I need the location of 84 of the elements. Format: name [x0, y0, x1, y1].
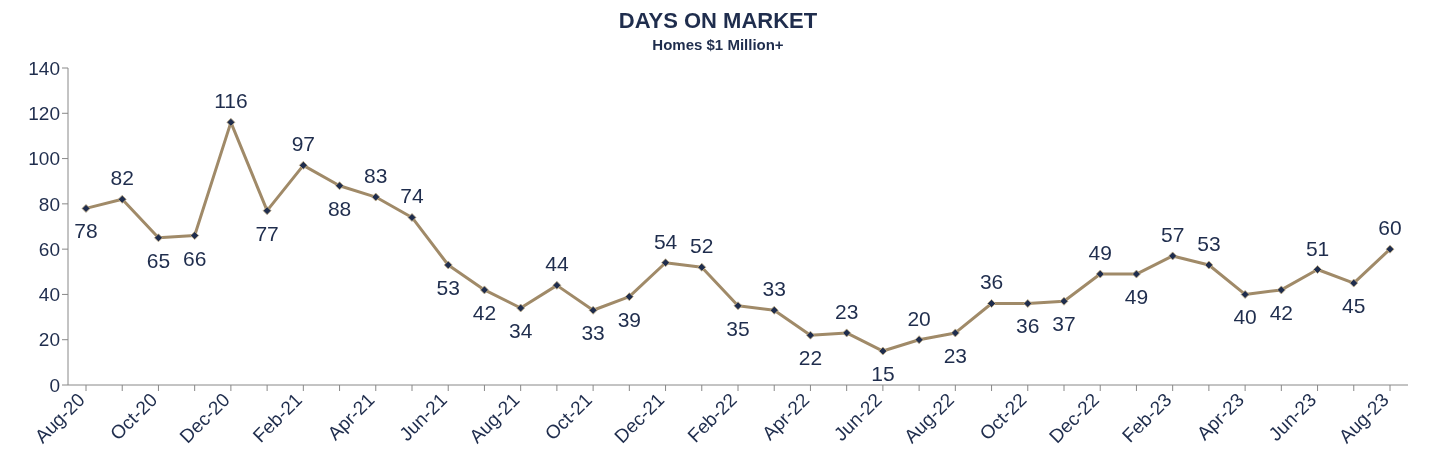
- data-label: 54: [653, 229, 678, 253]
- data-label: 35: [726, 316, 750, 340]
- data-label: 36: [1016, 314, 1040, 338]
- data-label: 34: [508, 319, 533, 343]
- data-label: 49: [1088, 241, 1112, 265]
- y-tick-label: 120: [28, 103, 60, 125]
- data-label: 40: [1233, 305, 1257, 329]
- data-label: 42: [472, 300, 497, 324]
- point: [987, 299, 996, 308]
- point: [407, 213, 417, 222]
- data-label: 74: [400, 184, 424, 208]
- point: [81, 203, 91, 213]
- data-label: 66: [182, 246, 207, 270]
- point: [262, 206, 272, 216]
- data-label: 22: [798, 346, 823, 370]
- point: [1168, 251, 1178, 261]
- point: [878, 346, 888, 356]
- point: [1023, 299, 1033, 308]
- data-label: 36: [979, 270, 1004, 294]
- data-label: 57: [1160, 222, 1185, 246]
- point: [1385, 244, 1395, 254]
- point: [697, 262, 707, 272]
- data-label: 39: [617, 307, 642, 331]
- data-label: 97: [291, 132, 316, 156]
- point: [516, 303, 526, 313]
- point: [298, 160, 308, 170]
- y-tick-label: 20: [38, 329, 60, 351]
- data-label: 82: [110, 166, 134, 190]
- data-label: 44: [545, 252, 569, 276]
- y-tick-label: 80: [38, 193, 60, 215]
- point: [480, 285, 489, 295]
- data-label: 37: [1052, 312, 1076, 336]
- point: [1349, 278, 1359, 288]
- data-label: 88: [327, 196, 352, 220]
- chart-subtitle: Homes $1 Million+: [651, 36, 785, 53]
- point: [588, 305, 598, 315]
- data-label: 53: [436, 275, 460, 299]
- point: [733, 301, 743, 311]
- point: [443, 260, 453, 270]
- point: [806, 330, 815, 340]
- point: [1204, 260, 1214, 270]
- y-tick-label: 0: [49, 374, 60, 396]
- point: [117, 194, 127, 204]
- data-label: 20: [907, 306, 931, 330]
- point: [552, 280, 562, 290]
- point: [769, 305, 779, 315]
- point: [624, 292, 634, 302]
- point: [1276, 285, 1286, 295]
- data-label: 60: [1378, 216, 1402, 240]
- point: [1240, 290, 1250, 299]
- data-label: 49: [1124, 285, 1149, 309]
- data-label: 52: [690, 234, 714, 258]
- data-label: 23: [943, 343, 968, 367]
- data-label: 15: [871, 362, 895, 386]
- point: [371, 192, 381, 202]
- point: [154, 233, 163, 243]
- point: [661, 258, 670, 268]
- point: [1132, 269, 1141, 279]
- data-label: 33: [581, 321, 605, 345]
- data-label: 65: [146, 248, 171, 272]
- point: [842, 328, 852, 338]
- data-label: 51: [1305, 236, 1330, 260]
- data-label: 83: [364, 164, 388, 188]
- point: [190, 231, 200, 240]
- chart-title: DAYS ON MARKET: [617, 8, 819, 34]
- data-label: 33: [762, 277, 786, 301]
- data-label: 53: [1197, 231, 1221, 255]
- data-label: 42: [1269, 300, 1294, 324]
- point: [914, 335, 924, 345]
- point: [1313, 265, 1322, 274]
- point: [1095, 269, 1105, 279]
- data-label: 78: [74, 219, 98, 243]
- data-label: 23: [834, 299, 859, 323]
- y-tick-label: 140: [28, 57, 60, 79]
- data-label: 116: [214, 89, 248, 113]
- point: [335, 181, 344, 191]
- y-tick-label: 60: [38, 238, 60, 260]
- point: [226, 117, 236, 127]
- y-tick-label: 100: [28, 148, 60, 170]
- point: [950, 328, 960, 338]
- y-tick-label: 40: [38, 284, 60, 306]
- point: [1059, 296, 1069, 306]
- data-label: 77: [255, 221, 279, 245]
- data-label: 45: [1342, 294, 1366, 318]
